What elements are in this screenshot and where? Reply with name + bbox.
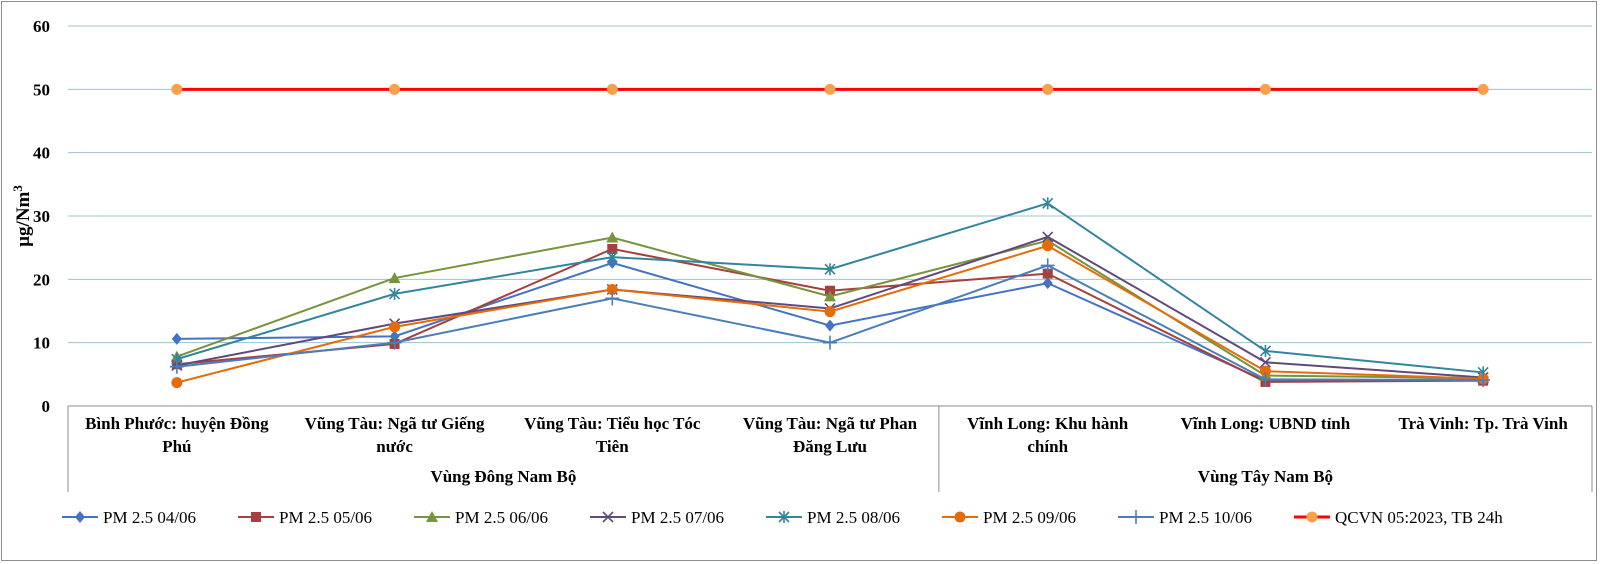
legend-item: QCVN 05:2023, TB 24h <box>1294 508 1503 527</box>
x-tick-label: Đăng Lưu <box>793 437 867 456</box>
data-point <box>389 287 401 300</box>
legend-item: PM 2.5 06/06 <box>414 508 548 527</box>
data-point <box>824 290 836 302</box>
data-point <box>1042 83 1054 95</box>
legend-item: PM 2.5 10/06 <box>1118 508 1252 527</box>
data-point <box>607 243 618 254</box>
data-point <box>389 321 401 333</box>
legend-label: PM 2.5 08/06 <box>807 508 900 527</box>
data-point <box>606 83 618 95</box>
y-tick-label: 40 <box>33 144 50 163</box>
x-group-label: Vùng Tây Nam Bộ <box>1198 467 1333 486</box>
x-tick-label: Vũng Tàu: Ngã tư Giếng <box>305 414 485 433</box>
legend-label: PM 2.5 06/06 <box>455 508 548 527</box>
data-point <box>171 377 183 389</box>
series-4 <box>171 197 1489 379</box>
legend-label: QCVN 05:2023, TB 24h <box>1335 508 1503 527</box>
data-point <box>605 291 620 306</box>
legend-label: PM 2.5 04/06 <box>103 508 196 527</box>
legend-marker <box>251 512 261 522</box>
x-group-label: Vùng Đông Nam Bộ <box>430 467 576 486</box>
x-tick-label: nước <box>376 437 413 456</box>
data-point <box>824 83 836 95</box>
data-point <box>825 319 835 332</box>
data-point <box>1476 373 1491 388</box>
legend-marker <box>778 511 790 523</box>
data-point <box>1477 83 1489 95</box>
data-point <box>1042 268 1053 279</box>
data-point <box>171 332 182 345</box>
legend-label: PM 2.5 10/06 <box>1159 508 1252 527</box>
x-tick-label: Tiên <box>596 437 629 456</box>
legend-marker <box>426 511 438 522</box>
legend-marker <box>602 511 614 523</box>
data-point <box>824 263 836 276</box>
data-point <box>388 272 401 284</box>
data-point <box>1259 344 1271 357</box>
y-axis-title: µg/Nm3 <box>10 185 35 247</box>
data-point <box>387 335 402 350</box>
series-0 <box>171 256 1489 387</box>
x-tick-label: Bình Phước: huyện Đồng <box>85 414 269 433</box>
legend-item: PM 2.5 08/06 <box>766 508 900 527</box>
data-point <box>1040 258 1055 273</box>
data-point <box>1259 83 1271 95</box>
legend-item: PM 2.5 07/06 <box>590 508 724 527</box>
legend-item: PM 2.5 04/06 <box>62 508 196 527</box>
x-tick-label: Vĩnh Long: Khu hành <box>967 414 1129 433</box>
data-point <box>606 283 618 295</box>
y-tick-label: 10 <box>33 334 50 353</box>
legend-item: PM 2.5 05/06 <box>238 508 372 527</box>
data-point <box>606 251 618 264</box>
legend-label: PM 2.5 07/06 <box>631 508 724 527</box>
legend-label: PM 2.5 05/06 <box>279 508 372 527</box>
data-point <box>1258 372 1273 387</box>
y-tick-label: 50 <box>33 80 50 99</box>
y-tick-label: 60 <box>33 17 50 36</box>
x-tick-label: Vĩnh Long: UBND tỉnh <box>1181 414 1351 433</box>
x-tick-label: Phú <box>162 437 191 456</box>
series-5 <box>171 240 1489 389</box>
series-6 <box>169 258 1491 388</box>
x-tick-label: Vũng Tàu: Ngã tư Phan <box>743 414 918 433</box>
legend-marker <box>1129 510 1143 524</box>
y-tick-label: 30 <box>33 207 50 226</box>
data-point <box>1042 231 1054 243</box>
data-point <box>824 306 836 318</box>
x-tick-label: chính <box>1027 437 1068 456</box>
data-point <box>823 335 837 350</box>
x-tick-label: Trà Vinh: Tp. Trà Vinh <box>1399 414 1569 433</box>
data-point <box>1042 277 1053 290</box>
legend-item: PM 2.5 09/06 <box>942 508 1076 527</box>
data-point <box>1259 365 1271 377</box>
data-point <box>171 83 183 95</box>
data-point <box>1042 197 1054 210</box>
data-point <box>606 231 619 243</box>
legend-marker <box>1306 511 1318 523</box>
y-tick-label: 0 <box>42 397 51 416</box>
data-point <box>1259 356 1271 368</box>
x-tick-label: Vũng Tàu: Tiểu học Tóc <box>524 414 701 433</box>
series-7 <box>171 83 1489 95</box>
data-point <box>389 83 401 95</box>
data-point <box>1042 240 1054 252</box>
y-tick-label: 20 <box>33 270 50 289</box>
legend-label: PM 2.5 09/06 <box>983 508 1076 527</box>
legend-marker <box>954 511 966 523</box>
data-point <box>169 359 184 374</box>
legend-marker <box>75 511 85 523</box>
